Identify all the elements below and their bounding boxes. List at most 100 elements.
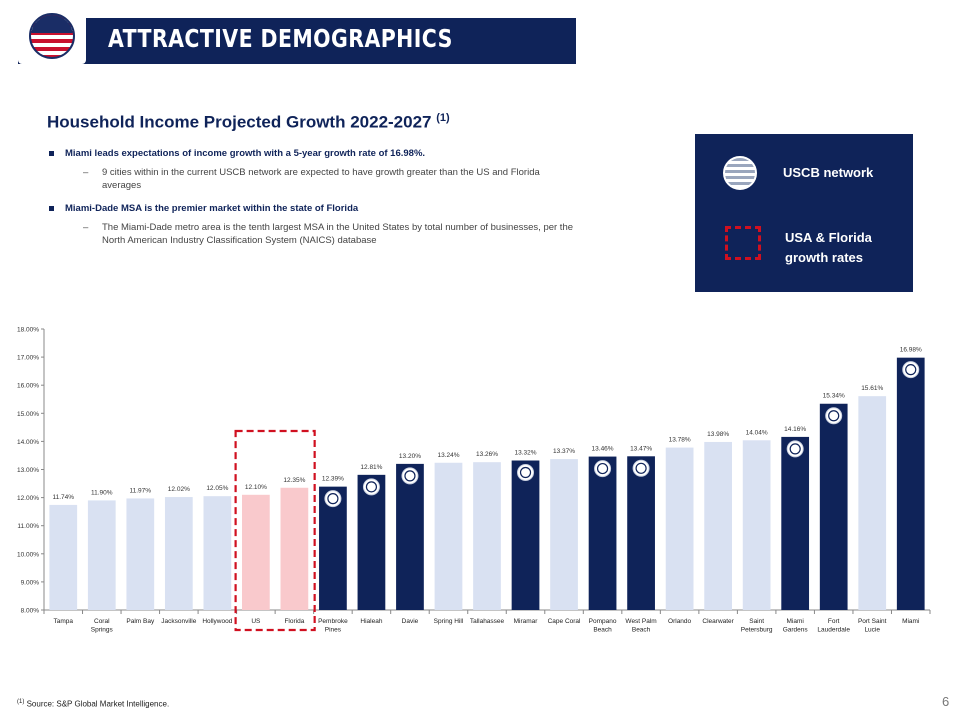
x-tick-label: Fort xyxy=(828,618,840,625)
y-tick-label: 11.00% xyxy=(17,523,39,530)
x-tick-label: Miami xyxy=(902,618,919,625)
data-label: 13.32% xyxy=(514,450,536,457)
uscb-network-icon-ring xyxy=(635,462,647,474)
y-tick-label: 14.00% xyxy=(17,439,39,446)
data-label: 13.46% xyxy=(592,446,614,453)
bar xyxy=(896,357,925,610)
data-label: 12.02% xyxy=(168,486,190,493)
x-tick-label: Miramar xyxy=(514,618,539,625)
data-label: 13.26% xyxy=(476,451,498,458)
bar xyxy=(203,496,232,610)
uscb-network-icon xyxy=(902,361,920,379)
y-tick-label: 12.00% xyxy=(17,495,39,502)
legend-growth-label: USA & Florida growth rates xyxy=(785,230,872,265)
data-label: 13.98% xyxy=(707,431,729,438)
x-tick-label: Pembroke xyxy=(318,618,348,625)
uscb-network-icon xyxy=(594,460,612,478)
x-tick-label: Pines xyxy=(325,627,342,634)
logo xyxy=(18,8,86,64)
x-tick-label: Clearwater xyxy=(702,618,734,625)
y-tick-label: 10.00% xyxy=(17,551,39,558)
data-label: 11.74% xyxy=(52,494,74,501)
dashed-box-icon xyxy=(725,226,761,260)
y-tick-label: 16.00% xyxy=(17,383,39,390)
header-bar xyxy=(18,18,576,64)
uscb-network-icon xyxy=(723,156,757,190)
uscb-network-icon-ring xyxy=(365,481,378,493)
legend-network-label: USCB network xyxy=(783,165,874,180)
uscb-network-icon-ring xyxy=(596,462,609,475)
bar xyxy=(242,494,270,610)
y-tick-label: 18.00% xyxy=(17,327,39,334)
uscb-network-icon xyxy=(825,407,843,425)
data-label: 14.16% xyxy=(784,426,806,433)
section-title-text: Household Income Projected Growth 2022-2… xyxy=(47,112,432,132)
data-label: 11.97% xyxy=(130,487,152,494)
page-title: ATTRACTIVE DEMOGRAPHICS xyxy=(108,24,453,53)
bar xyxy=(742,440,771,610)
data-label: 13.78% xyxy=(669,437,691,444)
x-tick-label: Florida xyxy=(284,618,304,625)
bar xyxy=(49,504,78,610)
bar xyxy=(87,500,116,610)
x-tick-label: US xyxy=(251,618,261,625)
footnote-text: Source: S&P Global Market Intelligence. xyxy=(26,699,170,709)
data-label: 15.34% xyxy=(823,393,845,400)
x-tick-label: Cape Coral xyxy=(548,618,581,625)
bar xyxy=(511,460,540,610)
bar xyxy=(704,441,732,610)
x-tick-label: West Palm xyxy=(625,618,656,625)
sub-bullet-item: 9 cities within in the current USCB netw… xyxy=(47,166,577,192)
bar xyxy=(164,497,193,610)
data-label: 13.47% xyxy=(630,445,652,452)
bar xyxy=(858,396,887,610)
bar-chart: 8.00% 9.00% 10.00% 11.00% 12.00% 13.00% 14.00%… xyxy=(17,327,931,634)
bullet-list: Miami leads expectations of income growt… xyxy=(47,147,577,257)
uscb-network-icon xyxy=(324,490,342,508)
uscb-network-icon xyxy=(401,467,419,485)
uscb-network-icon xyxy=(786,440,804,458)
data-label: 16.98% xyxy=(900,347,922,354)
sub-bullet-item: The Miami-Dade metro area is the tenth l… xyxy=(47,221,577,247)
data-label: 12.05% xyxy=(206,485,228,492)
x-tick-label: Port Saint xyxy=(858,618,887,625)
data-label: 12.10% xyxy=(245,484,267,491)
data-label: 12.35% xyxy=(283,477,305,484)
uscb-network-icon-ring xyxy=(789,443,801,455)
benchmark-highlight-box xyxy=(234,429,316,632)
x-tick-label: Lauderdale xyxy=(817,627,850,634)
x-tick-label: Spring Hill xyxy=(434,618,464,625)
bar xyxy=(781,436,810,610)
bar xyxy=(627,456,655,610)
x-tick-label: Orlando xyxy=(668,618,692,625)
page-number: 6 xyxy=(942,694,950,709)
x-tick-label: Beach xyxy=(593,627,612,634)
bar xyxy=(126,498,155,610)
data-label: 15.61% xyxy=(861,385,883,392)
bar xyxy=(588,456,617,610)
x-tick-label: Miami xyxy=(787,618,804,625)
x-tick-label: Hollywood xyxy=(202,618,232,625)
bar xyxy=(280,487,309,610)
bar xyxy=(819,403,848,610)
x-tick-label: Beach xyxy=(632,627,651,634)
data-label: 13.20% xyxy=(399,453,421,460)
data-label: 14.04% xyxy=(746,429,768,436)
bar xyxy=(550,459,578,610)
bar xyxy=(319,486,347,610)
uscb-flag-globe-icon xyxy=(29,13,75,59)
y-tick-label: 13.00% xyxy=(17,467,39,474)
bar xyxy=(473,462,501,610)
legend-box: USCB network USA & Florida growth rates xyxy=(695,134,913,292)
y-tick-label: 8.00% xyxy=(21,608,40,615)
footnote-ref: (1) xyxy=(17,699,25,705)
x-tick-label: Davie xyxy=(402,618,419,625)
bar xyxy=(665,447,694,610)
x-tick-label: Lucie xyxy=(864,627,880,634)
x-tick-label: Jacksonville xyxy=(161,618,196,625)
uscb-network-icon-ring xyxy=(519,466,532,479)
bullet-item: Miami leads expectations of income growt… xyxy=(47,147,577,160)
y-tick-label: 15.00% xyxy=(17,411,39,418)
data-label: 12.81% xyxy=(360,464,382,471)
x-tick-label: Pompano xyxy=(589,618,617,625)
